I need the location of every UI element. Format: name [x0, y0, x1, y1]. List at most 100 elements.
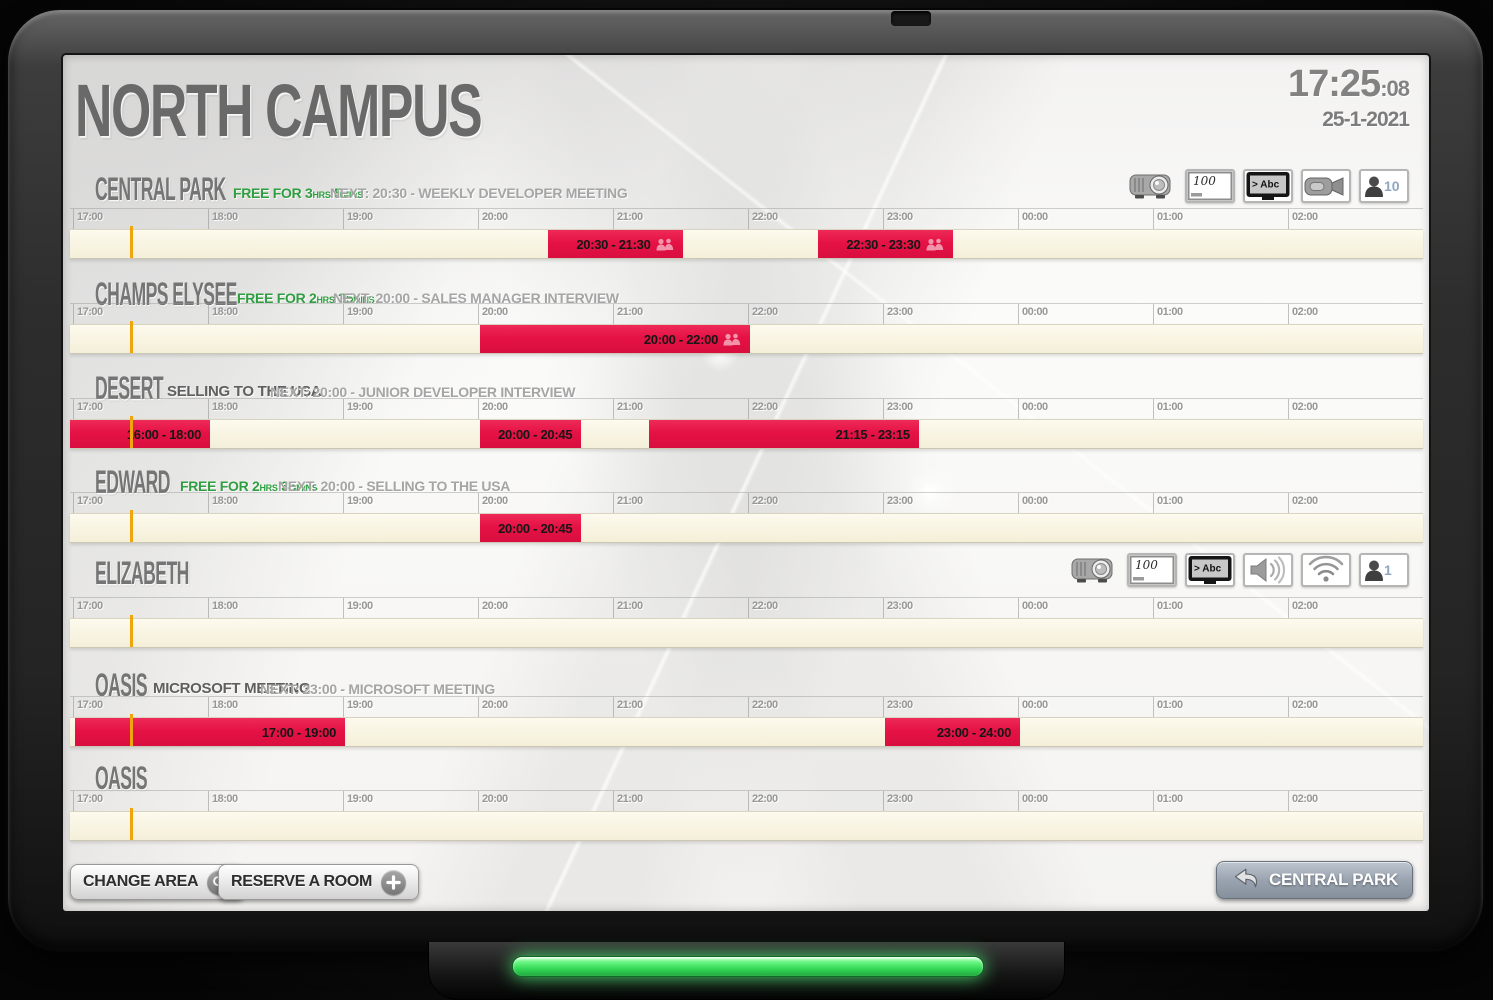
hour-tick [343, 598, 344, 618]
room-name: OASIS [95, 667, 148, 703]
hour-tick [748, 791, 749, 811]
change-area-label: CHANGE AREA [83, 873, 199, 890]
hour-label: 17:00 [77, 793, 103, 805]
room-timeline-track[interactable]: 17:00 - 19:00 23:00 - 24:00 [70, 714, 1423, 747]
back-to-room-button[interactable]: CENTRAL PARK [1216, 861, 1413, 899]
booking-block[interactable]: 20:00 - 20:45 [480, 514, 582, 542]
booking-block[interactable]: 20:00 - 20:45 [480, 420, 582, 448]
booking-block[interactable]: 23:00 - 24:00 [885, 718, 1020, 746]
hour-label: 23:00 [887, 699, 913, 711]
hour-tick [883, 791, 884, 811]
hour-tick [73, 209, 74, 229]
booking-time-label: 23:00 - 24:00 [936, 724, 1011, 740]
attendees-icon [926, 238, 943, 250]
hour-label: 22:00 [752, 600, 778, 612]
booking-block[interactable]: 21:15 - 23:15 [648, 420, 919, 448]
hour-tick [343, 493, 344, 513]
hour-tick [208, 791, 209, 811]
room-timeline-track[interactable]: 20:00 - 22:00 [70, 321, 1423, 354]
room-next-label: NEXT: 20:30 - WEEKLY DEVELOPER MEETING [330, 185, 628, 201]
hour-tick [1153, 304, 1154, 324]
projector-icon [1127, 169, 1177, 203]
hour-label: 01:00 [1157, 793, 1183, 805]
hour-label: 17:00 [77, 699, 103, 711]
current-time-line [130, 510, 133, 542]
hour-tick [748, 304, 749, 324]
hour-tick [1288, 304, 1289, 324]
hour-tick [748, 493, 749, 513]
clock-date: 25-1-2021 [1322, 108, 1410, 131]
hour-tick [1018, 493, 1019, 513]
room-name: DESERT [95, 370, 164, 406]
booking-block[interactable]: 17:00 - 19:00 [75, 718, 345, 746]
hour-label: 01:00 [1157, 600, 1183, 612]
timeline-hours: 17:00 18:00 19:00 20:00 21:00 22:00 23:00 00:00… [70, 790, 1423, 811]
current-time-line [130, 808, 133, 840]
current-time-line [130, 416, 133, 448]
hour-tick [208, 304, 209, 324]
clock: 17:25:08 25-1-2021 [1288, 65, 1410, 132]
room-current-meeting: MICROSOFT MEETING [153, 680, 311, 697]
svg-text:1: 1 [1384, 562, 1392, 578]
hour-tick [1018, 697, 1019, 717]
hour-tick [73, 399, 74, 419]
room-name: OASIS [95, 760, 148, 796]
room-timeline-track[interactable]: 16:00 - 18:00 20:00 - 20:45 21:15 - 23:15 [70, 416, 1423, 449]
hour-tick [1153, 598, 1154, 618]
reserve-room-button[interactable]: RESERVE A ROOM [218, 864, 420, 900]
wifi-icon [1301, 553, 1351, 587]
room-timeline-track[interactable]: 20:30 - 21:30 22:30 - 23:30 [70, 226, 1423, 259]
hour-label: 02:00 [1292, 495, 1318, 507]
hour-label: 00:00 [1022, 211, 1048, 223]
svg-text:> Abc: > Abc [1194, 564, 1222, 575]
current-time-line [130, 714, 133, 746]
room-free-status: FREE FOR 2HRS 35MINS [180, 478, 318, 494]
current-time-line [130, 321, 133, 353]
hour-label: 19:00 [347, 495, 373, 507]
booking-time-label: 22:30 - 23:30 [846, 236, 921, 252]
room-timeline-track[interactable]: 20:00 - 20:45 [70, 510, 1423, 543]
hour-tick [1288, 399, 1289, 419]
hour-tick [1018, 399, 1019, 419]
room-next-label: NEXT: 20:00 - JUNIOR DEVELOPER INTERVIEW [270, 384, 576, 400]
hour-label: 22:00 [752, 306, 778, 318]
timeline-hours: 17:00 18:00 19:00 20:00 21:00 22:00 23:00 00:00… [70, 398, 1423, 419]
hour-tick [478, 697, 479, 717]
hour-label: 00:00 [1022, 699, 1048, 711]
hour-label: 23:00 [887, 401, 913, 413]
hour-tick [748, 399, 749, 419]
speaker-icon [1243, 553, 1293, 587]
hour-tick [613, 209, 614, 229]
hour-tick [343, 697, 344, 717]
hour-label: 23:00 [887, 306, 913, 318]
booking-time-label: 16:00 - 18:00 [126, 426, 201, 442]
booking-block[interactable]: 16:00 - 18:00 [70, 420, 210, 448]
booking-time-label: 20:30 - 21:30 [576, 236, 651, 252]
hour-label: 17:00 [77, 211, 103, 223]
room-row: EDWARD FREE FOR 2HRS 35MINS NEXT: 20:00 - … [63, 466, 1429, 559]
room-row: CHAMPS ELYSEE FREE FOR 2HRS 35MINS NEXT: 2… [63, 278, 1429, 371]
hour-label: 21:00 [617, 211, 643, 223]
booking-block[interactable]: 20:00 - 22:00 [480, 325, 750, 353]
room-row: ELIZABETH 100 > Abc 1 17:00 18:00 19:00 20:0… [63, 553, 1429, 650]
hour-tick [883, 399, 884, 419]
booking-block[interactable]: 20:30 - 21:30 [547, 230, 683, 258]
hour-tick [883, 697, 884, 717]
room-timeline-track[interactable] [70, 615, 1423, 648]
room-timeline-track[interactable] [70, 808, 1423, 841]
whiteboard-icon: 100 [1185, 169, 1235, 203]
hour-label: 00:00 [1022, 401, 1048, 413]
change-area-button[interactable]: CHANGE AREA [70, 864, 246, 900]
hour-tick [208, 598, 209, 618]
hour-tick [73, 493, 74, 513]
hour-label: 00:00 [1022, 495, 1048, 507]
clock-seconds: :08 [1380, 76, 1410, 101]
hour-tick [613, 697, 614, 717]
booking-block[interactable]: 22:30 - 23:30 [817, 230, 953, 258]
display-icon: > Abc [1185, 553, 1235, 587]
hour-label: 20:00 [482, 211, 508, 223]
back-arrow-icon [1231, 866, 1259, 895]
room-next-label: NEXT: 23:00 - MICROSOFT MEETING [260, 681, 495, 697]
hour-tick [1018, 791, 1019, 811]
hour-label: 18:00 [212, 306, 238, 318]
